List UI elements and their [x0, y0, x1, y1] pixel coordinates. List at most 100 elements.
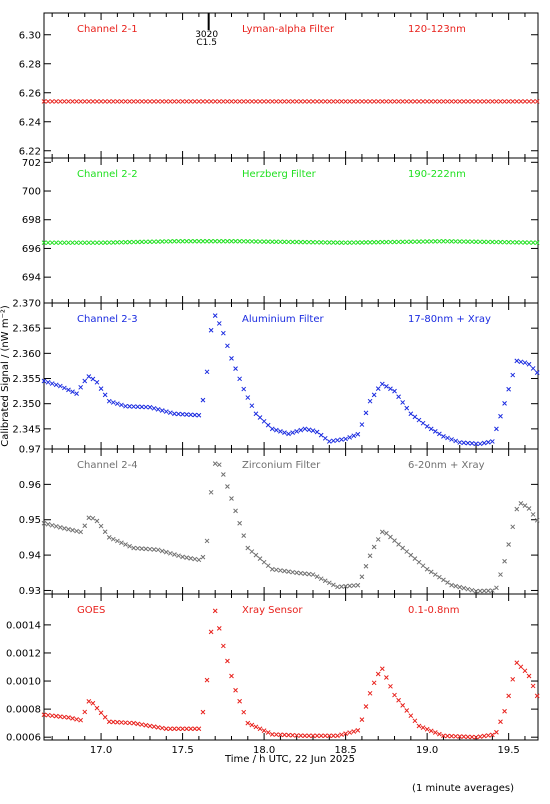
data-point — [70, 716, 75, 721]
data-point — [290, 239, 295, 245]
data-point — [326, 580, 332, 586]
data-point — [294, 429, 300, 434]
data-point — [273, 427, 279, 433]
y-tick-label: 698 — [22, 215, 41, 226]
data-point — [57, 714, 63, 719]
data-point — [249, 403, 255, 409]
data-point — [424, 726, 430, 732]
data-point — [526, 506, 532, 511]
data-point — [506, 542, 512, 547]
data-point — [371, 680, 377, 686]
data-point — [445, 580, 450, 585]
data-point — [420, 99, 426, 104]
data-point — [70, 240, 75, 246]
data-point — [208, 327, 214, 333]
data-point — [453, 583, 459, 589]
data-point — [216, 462, 222, 468]
data-point — [514, 240, 520, 245]
data-point — [139, 239, 145, 245]
data-point — [384, 530, 389, 536]
data-point — [473, 588, 479, 594]
data-point — [200, 554, 206, 560]
data-point — [322, 578, 328, 584]
data-point — [514, 358, 520, 364]
data-point — [82, 709, 88, 715]
data-point — [188, 726, 194, 732]
data-point — [375, 671, 381, 677]
data-point — [522, 360, 528, 366]
data-point — [404, 549, 410, 554]
data-point — [302, 426, 308, 432]
data-point — [139, 404, 145, 410]
data-point — [82, 99, 88, 104]
event-marker-class: C1.5 — [196, 38, 217, 48]
data-point — [302, 733, 308, 739]
data-point — [526, 99, 532, 104]
data-point — [388, 683, 393, 689]
data-point — [151, 405, 157, 411]
y-tick-label: 696 — [22, 244, 41, 255]
data-point — [530, 99, 536, 104]
data-point — [473, 239, 479, 245]
data-point — [506, 99, 512, 104]
series-markers — [41, 608, 540, 740]
data-point — [465, 734, 471, 740]
data-point — [526, 673, 532, 679]
data-point — [176, 238, 181, 244]
data-point — [200, 238, 206, 244]
data-point — [453, 438, 459, 444]
data-point — [176, 99, 181, 104]
data-point — [502, 99, 507, 104]
data-point — [318, 576, 324, 582]
data-point — [335, 584, 340, 590]
y-tick-label: 0.95 — [19, 515, 41, 526]
data-point — [94, 379, 100, 385]
data-point — [396, 239, 401, 245]
data-point — [98, 710, 104, 716]
data-point — [204, 369, 210, 375]
data-point — [155, 725, 161, 730]
data-point — [351, 240, 357, 245]
data-point — [294, 570, 300, 576]
data-point — [253, 552, 259, 558]
data-point — [225, 238, 230, 244]
data-point — [45, 712, 51, 718]
data-point — [70, 389, 75, 395]
data-point — [477, 441, 483, 447]
panel-label: Channel 2-2 — [77, 169, 138, 180]
data-point — [420, 420, 426, 426]
data-point — [249, 99, 255, 104]
data-point — [53, 99, 59, 104]
data-point — [371, 99, 377, 104]
data-point — [135, 721, 141, 727]
data-point — [278, 568, 283, 573]
data-point — [106, 535, 112, 540]
data-point — [408, 713, 414, 719]
data-point — [143, 404, 149, 410]
data-point — [318, 240, 324, 245]
data-point — [514, 660, 520, 666]
data-point — [379, 666, 385, 672]
data-point — [453, 99, 459, 104]
data-point — [355, 240, 361, 245]
data-point — [212, 461, 218, 466]
data-point — [241, 99, 247, 104]
data-point — [404, 99, 410, 104]
x-tick-label: 19.5 — [498, 745, 520, 756]
data-point — [66, 715, 71, 720]
data-point — [498, 719, 503, 725]
data-point — [196, 726, 202, 732]
data-point — [163, 549, 169, 555]
data-point — [204, 538, 210, 544]
data-point — [90, 515, 96, 521]
data-point — [310, 572, 316, 577]
data-point — [498, 239, 503, 245]
data-point — [106, 240, 112, 245]
data-point — [437, 238, 442, 244]
data-point — [351, 99, 357, 104]
data-point — [335, 240, 340, 245]
data-point — [220, 99, 226, 104]
data-point — [273, 732, 279, 737]
data-point — [322, 99, 328, 104]
